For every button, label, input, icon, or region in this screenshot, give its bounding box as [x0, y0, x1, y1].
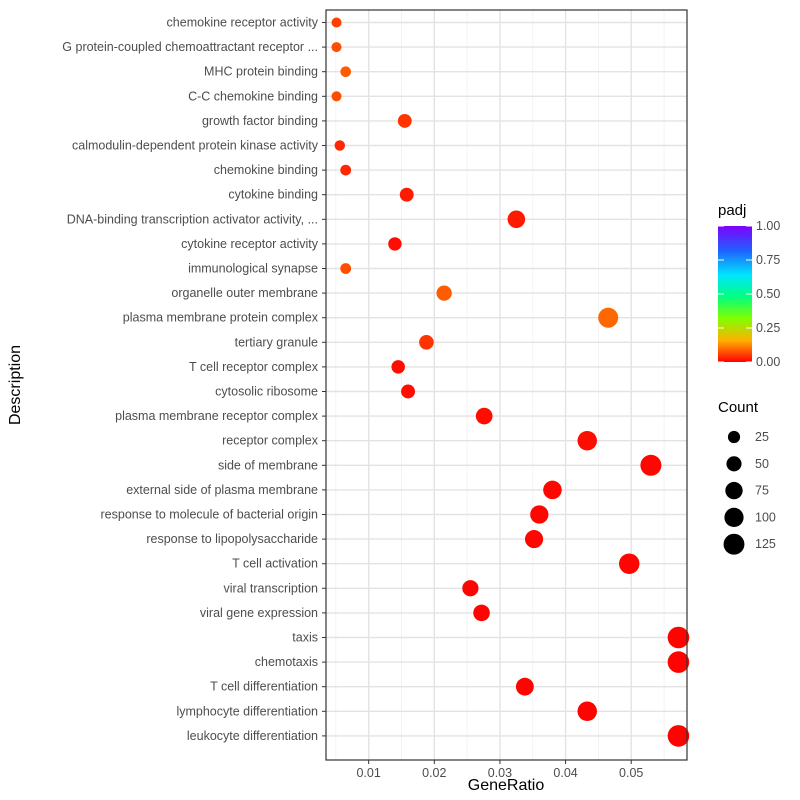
padj-tick-label: 0.25: [756, 321, 780, 335]
data-point: [667, 651, 690, 673]
padj-tick-label: 0.00: [756, 355, 780, 369]
data-point: [525, 530, 544, 549]
data-point: [397, 113, 412, 128]
count-legend-dot: [725, 481, 743, 500]
data-point: [507, 210, 526, 229]
x-axis-title: GeneRatio: [468, 777, 545, 794]
data-points: [331, 17, 690, 747]
data-point: [543, 480, 562, 500]
data-point: [530, 505, 549, 524]
y-tick-label: receptor complex: [222, 434, 319, 448]
plot-panel-border: [325, 9, 688, 761]
y-tick-label: chemokine binding: [214, 163, 318, 177]
count-legend-items: 25 50 75 100 125: [723, 430, 776, 555]
y-tick-label: growth factor binding: [202, 114, 318, 128]
count-legend-dot: [724, 507, 744, 528]
y-tick-label: cytokine receptor activity: [181, 237, 319, 251]
y-tick-label: G protein-coupled chemoattractant recept…: [62, 40, 318, 54]
data-point: [462, 580, 479, 597]
count-legend-dot: [727, 430, 741, 444]
x-tick-label: 0.02: [422, 766, 446, 780]
count-legend-title: Count: [718, 399, 759, 416]
data-point: [667, 725, 690, 747]
count-legend-dot: [723, 533, 745, 555]
data-point: [340, 164, 352, 176]
data-point: [473, 604, 490, 622]
data-point: [515, 677, 534, 696]
data-point: [401, 384, 416, 399]
data-point: [667, 626, 690, 649]
plot-panel-background: [326, 10, 687, 760]
y-tick-label: cytokine binding: [228, 188, 318, 202]
x-tick-label: 0.03: [488, 766, 512, 780]
y-tick-label: tertiary granule: [235, 335, 318, 349]
data-point: [618, 553, 640, 574]
x-tick-label: 0.05: [619, 766, 643, 780]
y-tick-label: chemotaxis: [255, 655, 318, 669]
data-point: [334, 140, 346, 151]
padj-tick-label: 0.75: [756, 253, 780, 267]
data-point: [577, 430, 597, 451]
y-tick-label: side of membrane: [218, 458, 318, 472]
data-point: [436, 285, 452, 301]
y-tick-label: lymphocyte differentiation: [176, 704, 318, 718]
y-tick-label: plasma membrane protein complex: [123, 311, 319, 325]
y-tick-label: immunological synapse: [188, 262, 318, 276]
y-tick-label: response to molecule of bacterial origin: [101, 508, 319, 522]
data-point: [419, 335, 434, 350]
data-point: [331, 42, 342, 53]
data-point: [399, 187, 414, 202]
grid-lines: [326, 10, 687, 760]
y-tick-label: taxis: [292, 631, 318, 645]
count-legend-label: 125: [755, 537, 776, 551]
count-legend-label: 100: [755, 510, 776, 524]
count-legend-label: 50: [755, 457, 769, 471]
y-tick-label: DNA-binding transcription activator acti…: [67, 212, 318, 226]
y-axis-ticks: chemokine receptor activity G protein-cou…: [62, 16, 326, 743]
x-tick-label: 0.04: [553, 766, 577, 780]
x-axis-ticks: 0.01 0.02 0.03 0.04 0.05: [356, 760, 643, 780]
data-point: [331, 91, 342, 102]
count-legend-dot: [726, 456, 742, 472]
y-axis-title: Description: [7, 345, 24, 425]
padj-legend-title: padj: [718, 202, 746, 219]
x-tick-label: 0.01: [356, 766, 380, 780]
count-legend-label: 75: [755, 484, 769, 498]
padj-tick-label: 0.50: [756, 287, 780, 301]
y-tick-label: calmodulin-dependent protein kinase acti…: [72, 139, 319, 153]
count-legend: Count 25 50 75 100 125: [718, 399, 776, 555]
y-tick-label: external side of plasma membrane: [126, 483, 318, 497]
y-tick-label: T cell receptor complex: [189, 360, 319, 374]
y-tick-label: chemokine receptor activity: [167, 16, 319, 30]
data-point: [577, 701, 597, 722]
y-tick-label: MHC protein binding: [204, 65, 318, 79]
y-tick-label: viral transcription: [224, 581, 319, 595]
data-point: [331, 17, 342, 28]
data-point: [475, 407, 493, 425]
padj-legend-ticks: 1.00 0.75 0.50 0.25 0.00: [718, 219, 780, 369]
y-tick-label: C-C chemokine binding: [188, 89, 318, 103]
data-point: [598, 307, 619, 328]
y-tick-label: cytosolic ribosome: [215, 385, 318, 399]
data-point: [391, 360, 405, 374]
padj-legend: padj 1.00 0.75 0.50 0.25 0.00: [718, 202, 780, 369]
y-tick-label: response to lipopolysaccharide: [146, 532, 318, 546]
count-legend-label: 25: [755, 430, 769, 444]
data-point: [340, 263, 352, 274]
data-point: [388, 237, 402, 251]
y-tick-label: T cell differentiation: [210, 680, 318, 694]
y-tick-label: T cell activation: [232, 557, 318, 571]
data-point: [640, 454, 662, 476]
y-tick-label: viral gene expression: [200, 606, 318, 620]
data-point: [340, 66, 352, 78]
y-tick-label: plasma membrane receptor complex: [115, 409, 319, 423]
padj-tick-label: 1.00: [756, 219, 780, 233]
y-tick-label: organelle outer membrane: [171, 286, 318, 300]
y-tick-label: leukocyte differentiation: [187, 729, 318, 743]
